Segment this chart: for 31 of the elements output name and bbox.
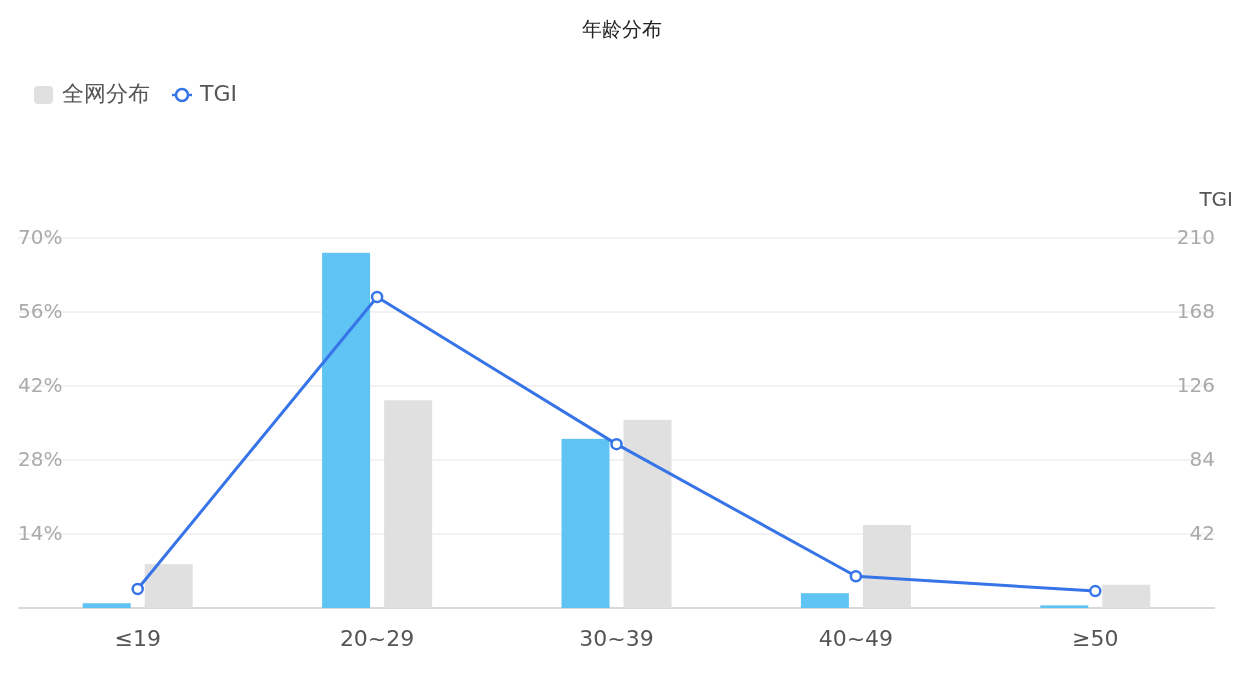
chart-title: 年龄分布: [582, 17, 662, 41]
y-tick-label: 14%: [18, 520, 63, 545]
y-tick-label: 42%: [18, 372, 63, 397]
y2-axis-title: TGI: [1198, 187, 1233, 211]
x-tick-label: 40~49: [818, 626, 894, 651]
y-tick-label: 28%: [18, 446, 63, 471]
point: [370, 290, 384, 304]
x-tick-label: 30~39: [579, 626, 654, 651]
y2-tick-label: 168: [1176, 298, 1215, 323]
bar: [800, 593, 849, 608]
y2-tick-label: 42: [1189, 520, 1215, 545]
x-tick-label: ≥50: [1072, 626, 1119, 651]
bar: [322, 252, 371, 608]
point: [131, 582, 144, 596]
legend-label: TGI: [199, 81, 237, 106]
bar: [1102, 584, 1151, 608]
bar: [82, 603, 131, 608]
x-tick-label: ≤19: [114, 626, 161, 651]
y2-tick-label: 210: [1176, 224, 1215, 249]
y2-tick-label: 126: [1176, 372, 1215, 397]
y-tick-label: 70%: [18, 224, 63, 249]
y-tick-label: 56%: [18, 298, 63, 323]
y2-tick-label: 84: [1189, 446, 1215, 471]
bar: [1040, 605, 1089, 608]
point: [610, 437, 623, 451]
x-tick-label: 20~29: [339, 626, 415, 651]
bar: [561, 438, 610, 608]
bar: [144, 564, 193, 608]
legend-label: 全网分布: [62, 81, 150, 106]
point: [1089, 584, 1102, 598]
point: [849, 570, 863, 583]
